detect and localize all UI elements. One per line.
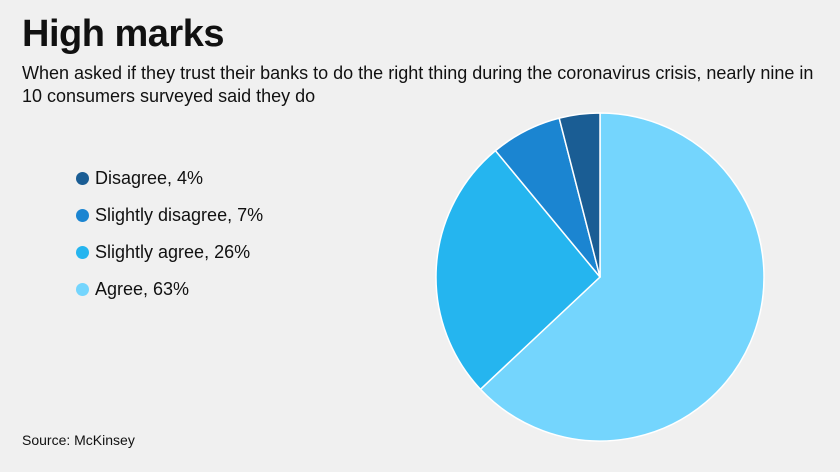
pie-chart — [435, 112, 765, 442]
legend-item-slightly-disagree: Slightly disagree, 7% — [76, 197, 263, 234]
legend-swatch-disagree — [76, 172, 89, 185]
source-note: Source: McKinsey — [22, 432, 135, 448]
legend-swatch-slightly-disagree — [76, 209, 89, 222]
legend-label-agree: Agree, 63% — [95, 279, 190, 299]
legend-label-slightly-disagree: Slightly disagree, 7% — [95, 205, 264, 225]
pie-slice-slightly-agree — [435, 149, 601, 391]
legend-swatch-agree — [76, 283, 89, 296]
pie-slice-agree — [479, 112, 765, 442]
legend-label-slightly-agree: Slightly agree, 26% — [95, 242, 251, 262]
legend-item-slightly-agree: Slightly agree, 26% — [76, 234, 263, 271]
chart-subtitle: When asked if they trust their banks to … — [22, 63, 814, 106]
legend-label-disagree: Disagree, 4% — [95, 168, 204, 188]
chart-legend: Disagree, 4% Slightly disagree, 7% Sligh… — [76, 160, 263, 308]
pie-slice-disagree — [558, 112, 601, 278]
legend-swatch-slightly-agree — [76, 246, 89, 259]
legend-item-disagree: Disagree, 4% — [76, 160, 263, 197]
legend-item-agree: Agree, 63% — [76, 271, 263, 308]
chart-title: High marks — [22, 13, 224, 55]
